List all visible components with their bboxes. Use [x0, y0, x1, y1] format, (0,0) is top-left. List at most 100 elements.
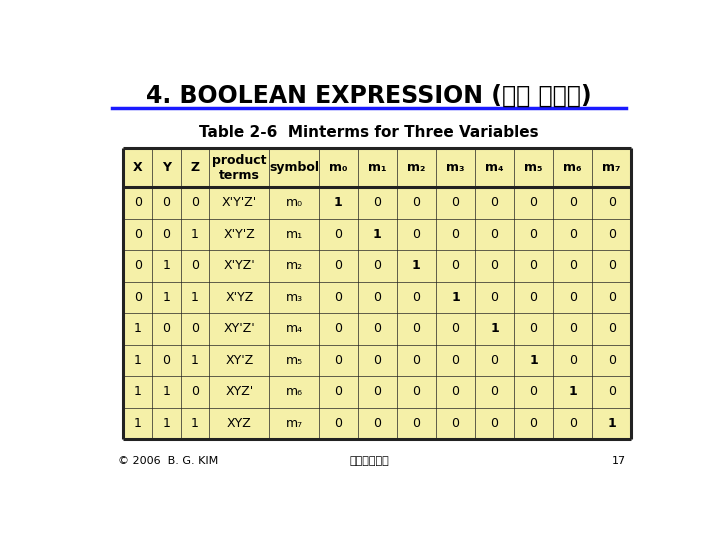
- Text: 0: 0: [490, 228, 498, 241]
- Text: 0: 0: [374, 417, 382, 430]
- Text: X'Y'Z': X'Y'Z': [222, 197, 257, 210]
- Text: 1: 1: [451, 291, 460, 304]
- FancyBboxPatch shape: [124, 148, 631, 439]
- Text: 0: 0: [490, 197, 498, 210]
- Text: 0: 0: [490, 291, 498, 304]
- Text: XY'Z': XY'Z': [223, 322, 255, 335]
- Text: 0: 0: [334, 228, 342, 241]
- Text: 0: 0: [608, 291, 616, 304]
- Text: 0: 0: [374, 322, 382, 335]
- Text: m₆: m₆: [286, 386, 302, 399]
- Text: m₅: m₅: [285, 354, 302, 367]
- Text: 0: 0: [530, 197, 538, 210]
- Text: 0: 0: [163, 354, 171, 367]
- Text: 1: 1: [134, 354, 142, 367]
- Text: 0: 0: [374, 259, 382, 273]
- Text: 0: 0: [490, 417, 498, 430]
- Text: 0: 0: [530, 417, 538, 430]
- Text: m₆: m₆: [564, 161, 582, 174]
- Text: 0: 0: [334, 417, 342, 430]
- Text: 1: 1: [191, 354, 199, 367]
- Text: 0: 0: [334, 291, 342, 304]
- Text: 1: 1: [490, 322, 499, 335]
- Text: 0: 0: [530, 259, 538, 273]
- Text: X'Y'Z: X'Y'Z: [223, 228, 255, 241]
- Text: 0: 0: [191, 386, 199, 399]
- Text: 1: 1: [163, 259, 171, 273]
- Text: 0: 0: [334, 259, 342, 273]
- Text: X'YZ': X'YZ': [223, 259, 255, 273]
- Text: m₁: m₁: [368, 161, 387, 174]
- Text: 1: 1: [163, 291, 171, 304]
- Text: 0: 0: [134, 197, 142, 210]
- Text: 1: 1: [134, 322, 142, 335]
- Text: Z: Z: [191, 161, 199, 174]
- Text: 0: 0: [413, 354, 420, 367]
- Text: 0: 0: [134, 228, 142, 241]
- Text: m₂: m₂: [408, 161, 426, 174]
- Text: 디지털시스템: 디지털시스템: [349, 456, 389, 466]
- Text: 0: 0: [413, 197, 420, 210]
- Text: 0: 0: [569, 228, 577, 241]
- Text: 0: 0: [374, 291, 382, 304]
- Text: 1: 1: [163, 386, 171, 399]
- Text: XYZ': XYZ': [225, 386, 253, 399]
- Text: 0: 0: [490, 386, 498, 399]
- Text: 0: 0: [413, 417, 420, 430]
- Text: 0: 0: [608, 354, 616, 367]
- Text: m₇: m₇: [285, 417, 302, 430]
- Text: m₄: m₄: [285, 322, 302, 335]
- Text: 1: 1: [608, 417, 616, 430]
- Text: 0: 0: [530, 291, 538, 304]
- Text: m₄: m₄: [485, 161, 504, 174]
- Text: XY'Z: XY'Z: [225, 354, 253, 367]
- Text: 4. BOOLEAN EXPRESSION (부울 표현식): 4. BOOLEAN EXPRESSION (부울 표현식): [146, 84, 592, 107]
- Text: 0: 0: [451, 228, 459, 241]
- Text: m₁: m₁: [285, 228, 302, 241]
- Text: 0: 0: [608, 322, 616, 335]
- Text: 0: 0: [569, 291, 577, 304]
- Text: 0: 0: [163, 322, 171, 335]
- Text: 0: 0: [451, 386, 459, 399]
- Text: product
terms: product terms: [212, 153, 266, 181]
- Text: 0: 0: [490, 354, 498, 367]
- Text: 1: 1: [529, 354, 538, 367]
- Text: m₃: m₃: [285, 291, 302, 304]
- Text: 0: 0: [608, 228, 616, 241]
- Text: Y: Y: [162, 161, 171, 174]
- Text: 0: 0: [191, 322, 199, 335]
- Text: 0: 0: [413, 291, 420, 304]
- Text: 1: 1: [191, 291, 199, 304]
- Text: 0: 0: [569, 197, 577, 210]
- Text: 0: 0: [374, 197, 382, 210]
- Text: XYZ: XYZ: [227, 417, 252, 430]
- Text: 0: 0: [451, 417, 459, 430]
- Text: 0: 0: [608, 197, 616, 210]
- Text: 0: 0: [569, 354, 577, 367]
- Text: m₅: m₅: [524, 161, 543, 174]
- Text: 1: 1: [412, 259, 420, 273]
- Text: 0: 0: [569, 417, 577, 430]
- Text: X: X: [133, 161, 143, 174]
- Text: X'YZ: X'YZ: [225, 291, 253, 304]
- Text: 0: 0: [191, 197, 199, 210]
- Text: 0: 0: [451, 197, 459, 210]
- Text: 1: 1: [191, 417, 199, 430]
- Text: 0: 0: [134, 259, 142, 273]
- Text: m₃: m₃: [446, 161, 464, 174]
- Text: 0: 0: [334, 354, 342, 367]
- Text: 0: 0: [530, 322, 538, 335]
- Text: 0: 0: [569, 322, 577, 335]
- Text: Table 2-6  Minterms for Three Variables: Table 2-6 Minterms for Three Variables: [199, 125, 539, 140]
- Text: m₀: m₀: [286, 197, 302, 210]
- Text: 0: 0: [451, 322, 459, 335]
- Text: 0: 0: [163, 197, 171, 210]
- Text: 0: 0: [191, 259, 199, 273]
- Text: 0: 0: [413, 386, 420, 399]
- Text: 1: 1: [134, 386, 142, 399]
- Text: m₀: m₀: [329, 161, 348, 174]
- Text: 1: 1: [191, 228, 199, 241]
- Text: 0: 0: [374, 386, 382, 399]
- Text: 1: 1: [163, 417, 171, 430]
- Text: 1: 1: [568, 386, 577, 399]
